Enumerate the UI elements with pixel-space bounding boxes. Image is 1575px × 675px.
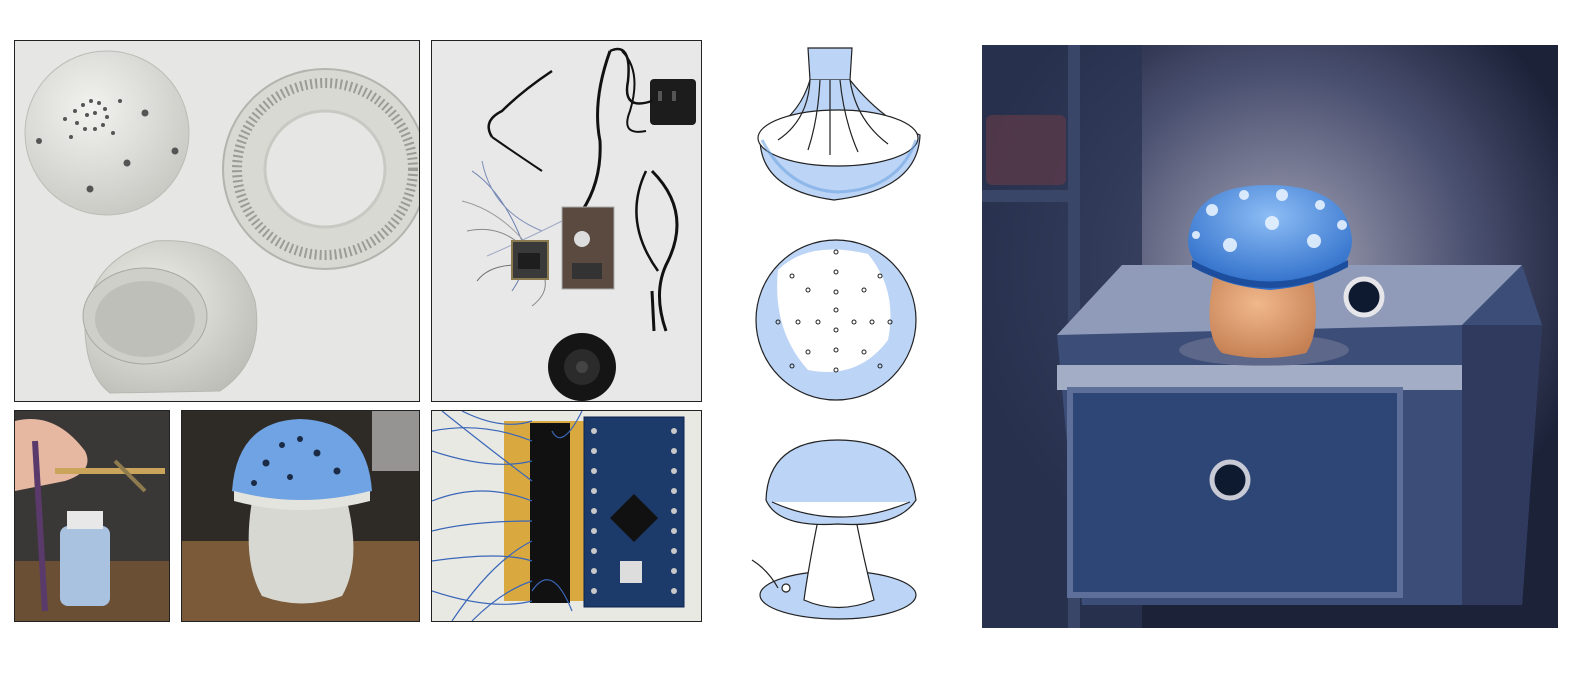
microcontroller-illustration	[432, 411, 685, 621]
sketch-top-view	[755, 239, 917, 401]
prototype-illustration	[182, 411, 419, 621]
airbrush-illustration	[15, 419, 169, 621]
sketches-illustration	[751, 47, 921, 620]
printed-parts-illustration	[24, 50, 419, 394]
electronics-illustration	[461, 47, 696, 401]
render-illustration	[982, 45, 1558, 628]
printed-parts-photo	[14, 40, 420, 402]
painted-prototype-photo	[181, 410, 420, 622]
sketch-side-view	[751, 439, 917, 620]
electronics-kit-photo	[431, 40, 702, 402]
mushroom-sketches	[748, 40, 928, 630]
microcontroller-photo	[431, 410, 702, 622]
sketch-underside	[757, 47, 921, 201]
nightlight-render	[982, 45, 1558, 628]
airbrush-painting-photo	[14, 410, 170, 622]
